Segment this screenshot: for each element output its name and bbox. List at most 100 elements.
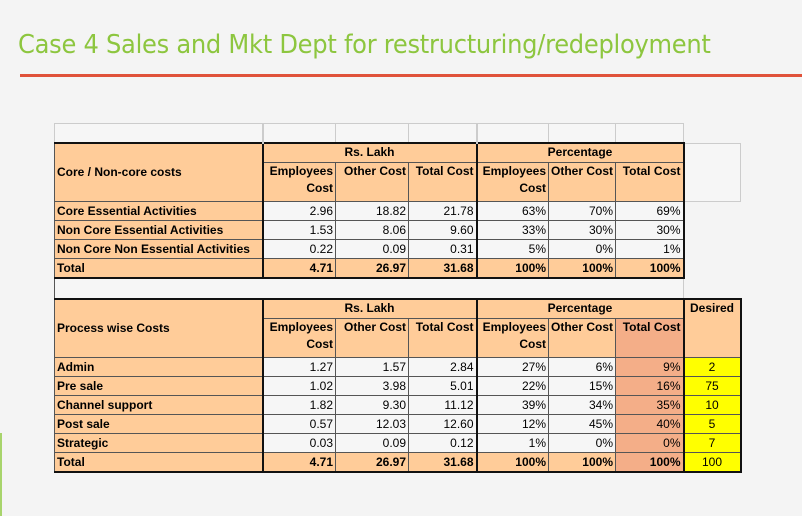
value-cell: 0.31 [408,239,477,259]
value-cell: 30% [615,220,684,240]
blank-cell [335,123,409,144]
total-cell: 31.68 [408,452,477,473]
value-cell: 0.09 [335,239,409,259]
table-row: Post sale 0.57 12.03 12.60 12% 45% 40% 5 [54,414,742,434]
blank-cell [682,258,741,278]
blank-cell [682,201,741,221]
total-label: Total [54,452,263,473]
column-header: Other Cost [548,162,616,202]
total-cell: 100% [548,258,616,279]
total-cell: 100% [475,452,549,473]
table-row: Strategic 0.03 0.09 0.12 1% 0% 0% 7 [54,433,742,453]
table-row: Non Core Non Essential Activities 0.22 0.0… [54,239,741,259]
group-header-percentage: Percentage [475,142,684,163]
value-cell: 1.27 [261,357,336,377]
value-cell: 0.03 [261,433,336,453]
total-cell: 100% [615,452,684,473]
column-header: Employees Cost [475,318,549,358]
row-label: Non Core Non Essential Activities [54,239,263,259]
column-header: Total Cost [615,162,684,202]
value-cell: 27% [475,357,549,377]
column-header: Other Cost [335,318,409,358]
subheader-row: Employees Cost Other Cost Total Cost Employ… [55,318,741,358]
value-cell: 5.01 [408,376,477,396]
column-header: Other Cost [548,318,616,358]
desired-input[interactable]: 75 [682,376,742,396]
value-cell: 12.60 [408,414,477,434]
desired-input[interactable]: 7 [682,433,742,453]
value-cell: 30% [548,220,616,240]
table-row: Non Core Essential Activities 1.53 8.06 9.6… [54,220,741,240]
value-cell: 11.12 [408,395,477,415]
column-header: Total Cost [408,162,477,202]
desired-total: 100 [682,452,742,473]
column-header: Employees Cost [261,318,336,358]
spacer-row [54,277,741,300]
value-cell: 0% [548,433,616,453]
value-cell: 9% [615,357,684,377]
value-cell: 0.57 [261,414,336,434]
blank-cell [261,123,336,144]
value-cell: 1.82 [261,395,336,415]
table-row: Pre sale 1.02 3.98 5.01 22% 15% 16% 75 [54,376,742,396]
value-cell: 1% [615,239,684,259]
value-cell: 6% [548,357,616,377]
value-cell: 9.30 [335,395,409,415]
column-header: Total Cost [408,318,477,358]
total-cell: 100% [475,258,549,279]
total-cell: 26.97 [335,452,409,473]
total-row: Total 4.71 26.97 31.68 100% 100% 100% [54,258,741,279]
value-cell: 5% [475,239,549,259]
value-cell: 1% [475,433,549,453]
blank-cell [54,277,684,300]
row-label: Pre sale [54,376,263,396]
blank-cell [548,123,616,144]
value-cell: 70% [548,201,616,221]
blank-cell [682,239,741,259]
row-label: Channel support [54,395,263,415]
total-cell: 100% [615,258,684,279]
total-row: Total 4.71 26.97 31.68 100% 100% 100% 100 [54,452,742,473]
value-cell: 21.78 [408,201,477,221]
title-divider [20,74,802,77]
value-cell: 33% [475,220,549,240]
value-cell: 18.82 [335,201,409,221]
desired-input[interactable]: 5 [682,414,742,434]
table-row: Core Essential Activities 2.96 18.82 21.78 6… [54,201,741,221]
total-label: Total [54,258,263,279]
desired-input[interactable]: 2 [682,357,742,377]
total-cell: 4.71 [261,452,336,473]
column-header: Other Cost [335,162,409,202]
value-cell: 45% [548,414,616,434]
value-cell: 2.96 [261,201,336,221]
total-cell: 26.97 [335,258,409,279]
group-header-rs-lakh: Rs. Lakh [261,298,477,319]
desired-header: Desired [682,298,742,358]
column-header: Total Cost [615,318,684,358]
value-cell: 1.02 [261,376,336,396]
row-header-label: Core / Non-core costs [54,142,263,202]
total-cell: 4.71 [261,258,336,279]
header-row: Core / Non-core costs Rs. Lakh Percentage [54,142,741,202]
blank-cell [682,220,741,240]
row-label: Post sale [54,414,263,434]
total-cell: 31.68 [408,258,477,279]
table-row: Channel support 1.82 9.30 11.12 39% 34% 35% 10 [54,395,742,415]
value-cell: 22% [475,376,549,396]
column-header: Employees Cost [261,162,336,202]
column-header: Employees Cost [475,162,549,202]
accent-bar [0,433,2,516]
value-cell: 1.53 [261,220,336,240]
blank-cell [408,123,477,144]
value-cell: 34% [548,395,616,415]
value-cell: 1.57 [335,357,409,377]
slide-title: Case 4 Sales and Mkt Dept for restructur… [18,30,711,60]
value-cell: 12% [475,414,549,434]
value-cell: 12.03 [335,414,409,434]
desired-input[interactable]: 10 [682,395,742,415]
cost-table: Core / Non-core costs Rs. Lakh Percentage E… [54,123,742,473]
value-cell: 2.84 [408,357,477,377]
total-cell: 100% [548,452,616,473]
value-cell: 3.98 [335,376,409,396]
blank-cell [615,123,684,144]
